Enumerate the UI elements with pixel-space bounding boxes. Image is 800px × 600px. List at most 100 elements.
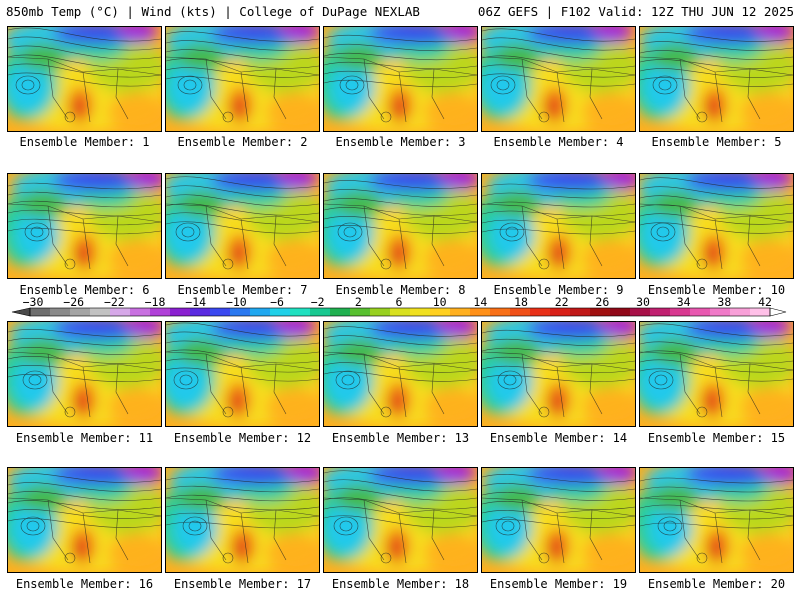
panel-label: Ensemble Member: 20 — [647, 577, 786, 591]
ensemble-map-panel — [7, 467, 162, 573]
colorbar-tick-label: −30 — [22, 295, 44, 309]
temperature-map — [324, 468, 477, 572]
temperature-map — [482, 174, 635, 278]
temperature-map — [324, 322, 477, 426]
colorbar-tick-label: 6 — [395, 295, 403, 309]
temperature-map — [166, 27, 319, 131]
colorbar-segment — [30, 308, 51, 316]
ensemble-map-panel — [639, 321, 794, 427]
colorbar-tick-label: 42 — [758, 295, 772, 309]
colorbar-segment — [250, 308, 271, 316]
panel-label: Ensemble Member: 1 — [19, 135, 150, 149]
ensemble-map-panel — [165, 173, 320, 279]
panel-label: Ensemble Member: 2 — [177, 135, 308, 149]
ensemble-map-panel — [481, 467, 636, 573]
header-title-right: 06Z GEFS | F102 Valid: 12Z THU JUN 12 20… — [477, 4, 794, 19]
colorbar-high-arrow — [769, 307, 787, 317]
ensemble-map-panel — [481, 26, 636, 132]
colorbar-segment — [670, 308, 691, 316]
ensemble-map-panel — [481, 321, 636, 427]
colorbar-segment — [190, 308, 211, 316]
panel-label: Ensemble Member: 9 — [493, 283, 624, 297]
colorbar-segment — [630, 308, 651, 316]
colorbar-tick-label: −10 — [225, 295, 247, 309]
ensemble-map-panel — [481, 173, 636, 279]
temperature-map — [324, 174, 477, 278]
ensemble-map-panel — [323, 467, 478, 573]
panel-label: Ensemble Member: 18 — [331, 577, 470, 591]
temperature-map — [166, 174, 319, 278]
colorbar-tick-label: 2 — [354, 295, 362, 309]
ensemble-map-panel — [165, 26, 320, 132]
colorbar-segment — [410, 308, 431, 316]
colorbar-segment — [470, 308, 491, 316]
colorbar-segment — [350, 308, 371, 316]
colorbar-low-arrow — [11, 307, 31, 317]
colorbar-tick-label: −14 — [185, 295, 207, 309]
colorbar-segment — [710, 308, 731, 316]
temperature-map — [640, 468, 793, 572]
colorbar-tick-label: 30 — [636, 295, 650, 309]
colorbar-segment — [310, 308, 331, 316]
panel-label: Ensemble Member: 13 — [331, 431, 470, 445]
colorbar-segment — [270, 308, 291, 316]
temperature-map — [482, 322, 635, 426]
temperature-map — [482, 27, 635, 131]
colorbar-segment — [730, 308, 751, 316]
temperature-map — [166, 322, 319, 426]
ensemble-map-panel — [165, 321, 320, 427]
colorbar-segment — [90, 308, 111, 316]
panel-label: Ensemble Member: 5 — [651, 135, 782, 149]
panel-label: Ensemble Member: 17 — [173, 577, 312, 591]
panel-label: Ensemble Member: 15 — [647, 431, 786, 445]
colorbar-segment — [450, 308, 471, 316]
ensemble-map-panel — [639, 467, 794, 573]
temperature-map — [324, 27, 477, 131]
colorbar-segment — [610, 308, 631, 316]
panel-label: Ensemble Member: 11 — [15, 431, 154, 445]
colorbar-segment — [650, 308, 671, 316]
colorbar-segment — [50, 308, 71, 316]
colorbar-segment — [390, 308, 411, 316]
colorbar-segment — [290, 308, 311, 316]
panel-label: Ensemble Member: 10 — [647, 283, 786, 297]
colorbar-tick-label: −6 — [270, 295, 284, 309]
panel-label: Ensemble Member: 19 — [489, 577, 628, 591]
ensemble-map-panel — [7, 26, 162, 132]
colorbar-tick-label: −26 — [63, 295, 85, 309]
colorbar-segment — [550, 308, 571, 316]
colorbar-segment — [130, 308, 151, 316]
ensemble-map-panel — [323, 173, 478, 279]
panel-label: Ensemble Member: 14 — [489, 431, 628, 445]
panel-label: Ensemble Member: 3 — [335, 135, 466, 149]
panel-label: Ensemble Member: 6 — [19, 283, 150, 297]
panel-label: Ensemble Member: 7 — [177, 283, 308, 297]
temperature-map — [482, 468, 635, 572]
ensemble-map-panel — [7, 321, 162, 427]
colorbar-segment — [170, 308, 191, 316]
panel-label: Ensemble Member: 8 — [335, 283, 466, 297]
temperature-map — [8, 322, 161, 426]
colorbar-segment — [490, 308, 511, 316]
colorbar-tick-label: 34 — [676, 295, 691, 309]
ensemble-map-panel — [165, 467, 320, 573]
colorbar-segment — [530, 308, 551, 316]
temperature-map — [166, 468, 319, 572]
colorbar-segment — [690, 308, 711, 316]
colorbar-segment — [370, 308, 391, 316]
temperature-map — [640, 174, 793, 278]
panel-label: Ensemble Member: 4 — [493, 135, 624, 149]
colorbar-tick-label: 38 — [717, 295, 732, 309]
colorbar-tick-label: 26 — [595, 295, 610, 309]
colorbar-segment — [230, 308, 251, 316]
temperature-map — [8, 174, 161, 278]
header-title-left: 850mb Temp (°C) | Wind (kts) | College o… — [6, 4, 420, 19]
colorbar-tick-label: 18 — [514, 295, 528, 309]
colorbar-tick-label: −22 — [103, 295, 125, 309]
temperature-map — [640, 322, 793, 426]
colorbar-frame — [29, 307, 771, 317]
colorbar-tick-label: 22 — [554, 295, 569, 309]
colorbar-segment — [210, 308, 231, 316]
colorbar-tick-label: −2 — [310, 295, 325, 309]
ensemble-map-panel — [639, 26, 794, 132]
